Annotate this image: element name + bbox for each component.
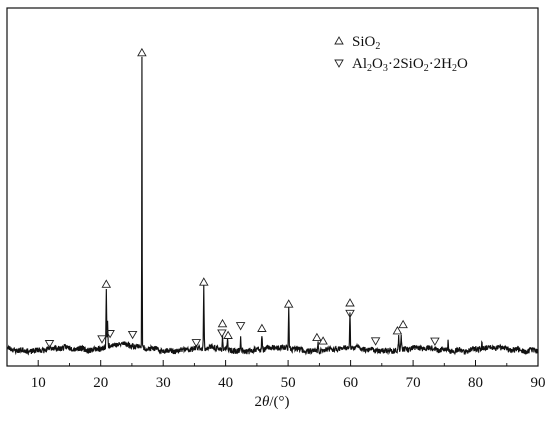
kaolinite-peak-marker-20 xyxy=(370,337,381,346)
sio2-peak-marker-5 xyxy=(257,323,267,332)
legend-kaolinite-part-8: O xyxy=(457,56,468,72)
x-axis-label-suffix: /(°) xyxy=(269,394,289,410)
kaolinite-peak-marker-17 xyxy=(217,329,227,338)
x-axis-tick-labels: 10 20 30 40 50 60 70 80 90 xyxy=(31,375,546,391)
diffraction-series-line xyxy=(6,56,539,356)
legend-kaolinite-part-6: ·2H xyxy=(429,56,452,72)
x-axis-ticks xyxy=(37,360,539,366)
legend-kaolinite-part-4: ·2SiO xyxy=(388,56,424,72)
x-tick-label-80: 80 xyxy=(468,375,483,391)
sio2-peak-marker-0 xyxy=(101,279,112,288)
legend-kaolinite-part-0: Al xyxy=(352,56,367,72)
kaolinite-peak-marker-16 xyxy=(191,339,202,348)
legend-marker-sio2 xyxy=(334,36,344,45)
kaolinite-peak-marker-19 xyxy=(345,309,355,319)
x-tick-label-40: 40 xyxy=(218,375,233,391)
legend-label-sio2: SiO2 xyxy=(352,34,380,52)
legend-sio2-main: SiO xyxy=(352,34,376,50)
x-tick-label-30: 30 xyxy=(156,375,171,391)
sio2-peak-marker-1 xyxy=(137,47,147,57)
sio2-peak-marker-2 xyxy=(199,277,209,286)
legend-kaolinite-part-5: 2 xyxy=(424,63,429,74)
kaolinite-peak-marker-18 xyxy=(235,322,246,331)
x-tick-label-10: 10 xyxy=(31,375,46,391)
peak-markers xyxy=(44,47,440,349)
legend-sio2-subscript: 2 xyxy=(375,41,380,52)
x-axis-label-prefix: 2 xyxy=(254,394,262,410)
x-axis-label: 2θ/(°) xyxy=(254,394,289,410)
sio2-peak-marker-10 xyxy=(392,325,403,335)
sio2-peak-marker-11 xyxy=(398,319,408,329)
legend-kaolinite-part-7: 2 xyxy=(452,63,457,74)
x-tick-label-90: 90 xyxy=(531,375,546,391)
kaolinite-peak-marker-15 xyxy=(127,330,138,340)
x-tick-label-50: 50 xyxy=(281,375,296,391)
sio2-peak-marker-7 xyxy=(312,332,322,342)
kaolinite-peak-marker-21 xyxy=(430,337,440,347)
sio2-peak-marker-4 xyxy=(223,330,233,339)
legend-kaolinite-part-3: 3 xyxy=(383,63,388,74)
legend: SiO2 Al2O3·2SiO2·2H2O xyxy=(334,34,468,74)
x-tick-label-70: 70 xyxy=(406,375,421,391)
legend-marker-kaolinite xyxy=(334,59,344,68)
legend-kaolinite-part-1: 2 xyxy=(367,63,372,74)
sio2-peak-marker-6 xyxy=(283,299,294,308)
legend-kaolinite-part-2: O xyxy=(372,56,383,72)
kaolinite-peak-marker-13 xyxy=(97,335,107,344)
sio2-peak-marker-8 xyxy=(318,336,328,345)
kaolinite-peak-marker-14 xyxy=(105,330,115,339)
kaolinite-peak-marker-12 xyxy=(44,340,55,349)
plot-frame xyxy=(6,7,539,367)
legend-label-kaolinite: Al2O3·2SiO2·2H2O xyxy=(352,56,468,74)
x-axis-label-symbol: θ xyxy=(262,394,270,410)
sio2-peak-marker-9 xyxy=(345,298,355,307)
x-tick-label-60: 60 xyxy=(343,375,358,391)
x-tick-label-20: 20 xyxy=(93,375,108,391)
sio2-peak-marker-3 xyxy=(217,318,228,328)
